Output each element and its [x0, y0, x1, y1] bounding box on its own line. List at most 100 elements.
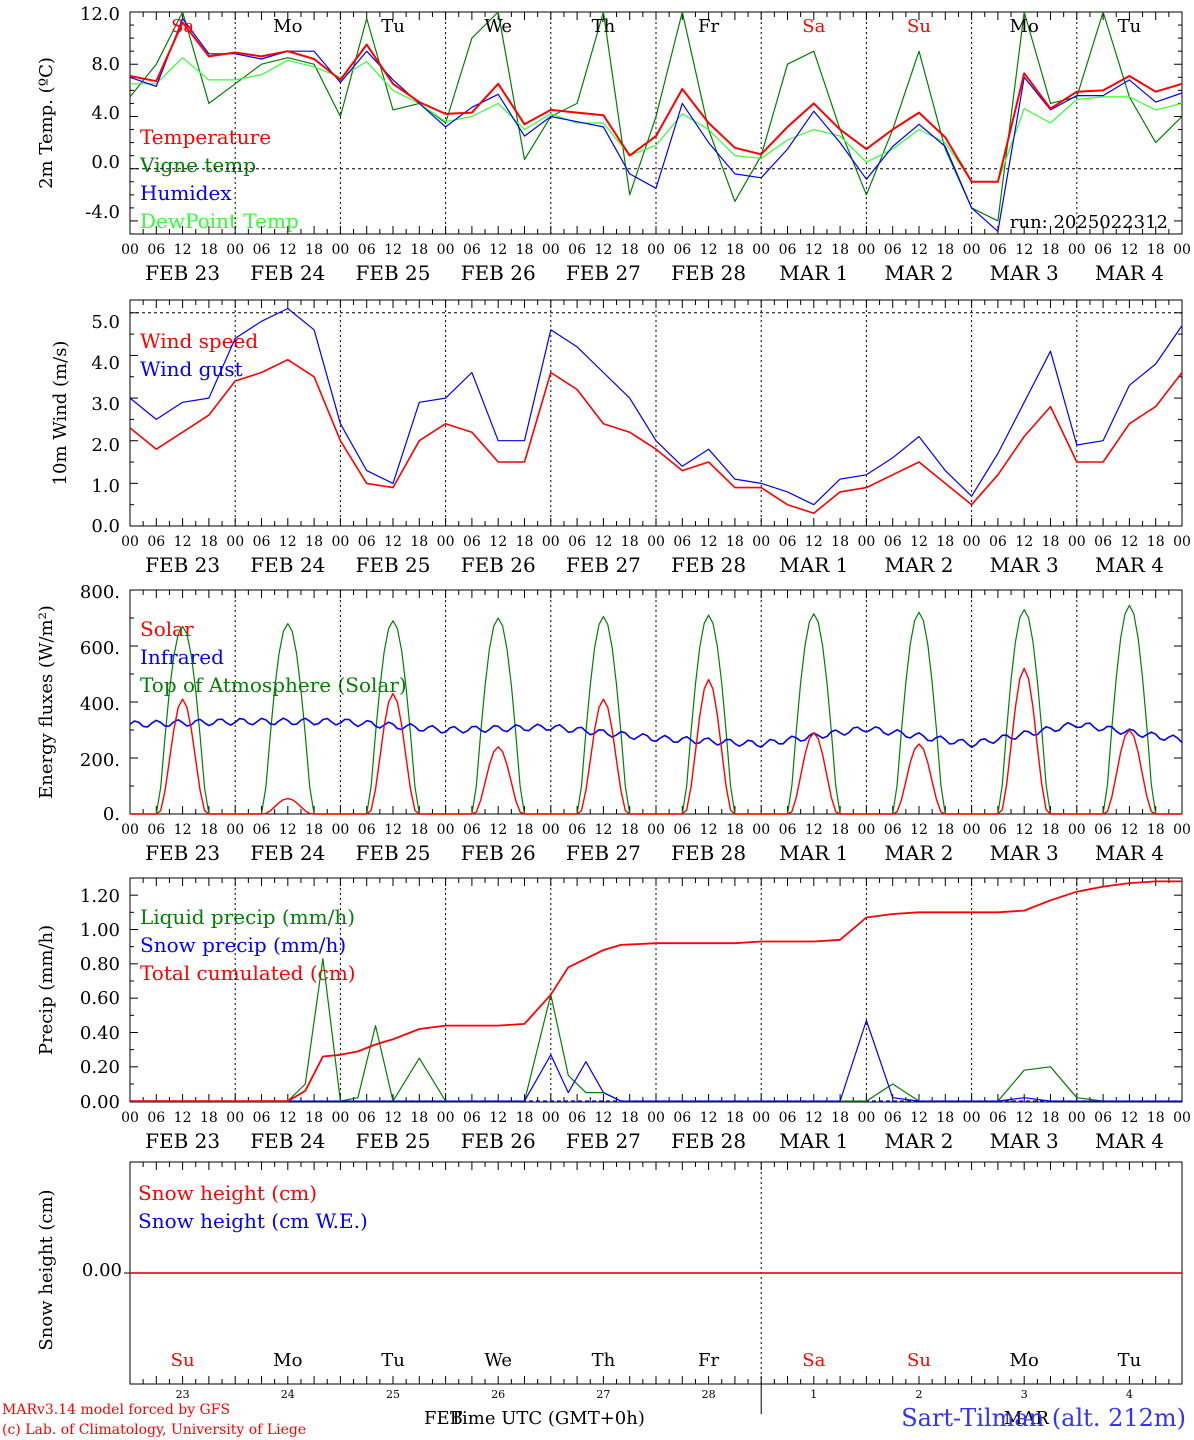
hour-tick-label: 00 — [121, 822, 139, 838]
snow-legend: Snow height (cm) Snow height (cm W.E.) — [138, 1181, 368, 1233]
wind-y-label: 10m Wind (m/s) — [50, 341, 71, 486]
legend-toa-solar: Top of Atmosphere (Solar) — [140, 673, 407, 697]
date-label: MAR 3 — [990, 553, 1059, 577]
hour-tick-label: 06 — [1094, 242, 1112, 258]
weekday-label: Sa — [802, 16, 825, 37]
hour-tick-label: 12 — [279, 242, 297, 258]
series-temperature — [129, 21, 1183, 183]
hour-tick-label: 12 — [1120, 1110, 1138, 1126]
date-label: FEB 24 — [250, 553, 325, 577]
weekday-label-bottom: Tu — [1118, 1350, 1142, 1371]
hour-tick-label: 00 — [752, 534, 770, 550]
hour-tick-label: 06 — [358, 1110, 376, 1126]
date-label: FEB 23 — [145, 1129, 220, 1153]
hour-tick-label: 18 — [305, 242, 323, 258]
day-number-label: 24 — [281, 1388, 295, 1401]
x-axis-title: Time UTC (GMT+0h) — [450, 1408, 645, 1429]
wind-y-tick-1: 1.0 — [91, 476, 120, 497]
wind-y-tick-labels: 5.0 4.0 3.0 2.0 1.0 0.0 — [91, 312, 120, 537]
hour-tick-label: 18 — [1042, 534, 1060, 550]
hour-tick-label: 00 — [226, 242, 244, 258]
date-label: FEB 28 — [671, 841, 746, 865]
hour-tick-label: 12 — [489, 242, 507, 258]
hour-tick-label: 00 — [963, 534, 981, 550]
date-label: FEB 25 — [356, 261, 431, 285]
hour-tick-label: 06 — [884, 242, 902, 258]
temperature-y-tick-0: 0.0 — [91, 152, 120, 173]
series-humidex — [129, 17, 1183, 232]
hour-tick-label: 00 — [647, 242, 665, 258]
day-number-label: 2 — [916, 1388, 923, 1401]
month-right-label: MAR — [1004, 1408, 1049, 1429]
weekday-label-bottom: Su — [171, 1350, 195, 1371]
hour-tick-label: 18 — [516, 1110, 534, 1126]
date-label: FEB 26 — [461, 841, 536, 865]
hour-tick-label: 00 — [542, 242, 560, 258]
hour-tick-label: 06 — [568, 242, 586, 258]
legend-solar: Solar — [140, 617, 194, 641]
hour-tick-label: 06 — [147, 242, 165, 258]
weekday-label: Su — [907, 16, 931, 37]
hour-tick-label: 12 — [594, 822, 612, 838]
hour-tick-label: 00 — [1173, 1110, 1191, 1126]
hour-tick-label: 18 — [410, 534, 428, 550]
date-label: FEB 24 — [250, 841, 325, 865]
precip-panel: Precip (mm/h) 1.20 1.00 0.80 0.60 0.40 0… — [36, 877, 1191, 1153]
hour-tick-label: 12 — [1120, 242, 1138, 258]
series-wind-gust — [129, 307, 1183, 506]
day-number-label: 28 — [702, 1388, 716, 1401]
hour-tick-label: 00 — [1173, 822, 1191, 838]
hour-tick-label: 00 — [857, 534, 875, 550]
hour-tick-label: 12 — [279, 534, 297, 550]
hour-tick-label: 12 — [594, 1110, 612, 1126]
temperature-y-tick-8: 8.0 — [91, 54, 120, 75]
legend-snow-height-cm: Snow height (cm) — [138, 1181, 317, 1205]
weekday-label-bottom: Th — [592, 1350, 616, 1371]
weekday-label-bottom: Sa — [802, 1350, 825, 1371]
hour-tick-label: 18 — [726, 242, 744, 258]
date-label: MAR 1 — [779, 1129, 848, 1153]
temperature-y-tick-4: 4.0 — [91, 103, 120, 124]
hour-tick-label: 18 — [516, 242, 534, 258]
hour-tick-label: 06 — [779, 534, 797, 550]
hour-tick-label: 00 — [1068, 242, 1086, 258]
hour-tick-label: 12 — [700, 1110, 718, 1126]
hour-tick-label: 00 — [857, 242, 875, 258]
hour-tick-label: 18 — [516, 822, 534, 838]
hour-tick-label: 18 — [200, 822, 218, 838]
hour-tick-label: 00 — [752, 242, 770, 258]
precip-y-tick-1.00: 1.00 — [80, 920, 120, 941]
weekday-label-bottom: Fr — [698, 1350, 719, 1371]
hour-tick-label: 12 — [1015, 242, 1033, 258]
legend-snow-precip: Snow precip (mm/h) — [140, 933, 346, 957]
hour-tick-label: 06 — [989, 242, 1007, 258]
snow-panel: Snow height (cm) 0.00 Snow height (cm) S… — [36, 1161, 1183, 1414]
lab-credit: (c) Lab. of Climatology, University of L… — [2, 1422, 306, 1438]
hour-tick-label: 06 — [989, 822, 1007, 838]
date-label: FEB 25 — [356, 553, 431, 577]
hour-tick-label: 12 — [279, 822, 297, 838]
series-total-cumulated — [130, 880, 1182, 1102]
day-number-label: 3 — [1021, 1388, 1028, 1401]
snow-y-label: Snow height (cm) — [36, 1189, 57, 1350]
precip-y-tick-1.20: 1.20 — [80, 886, 120, 907]
hour-tick-label: 18 — [410, 822, 428, 838]
hour-tick-label: 18 — [831, 822, 849, 838]
hour-tick-label: 06 — [358, 822, 376, 838]
precip-y-tick-0.60: 0.60 — [80, 988, 120, 1009]
hour-tick-label: 12 — [279, 1110, 297, 1126]
temperature-legend: Temperature Vigne temp Humidex DewPoint … — [139, 125, 299, 233]
hour-tick-label: 00 — [331, 822, 349, 838]
hour-tick-label: 06 — [463, 822, 481, 838]
hour-tick-label: 12 — [805, 242, 823, 258]
hour-tick-label: 18 — [1042, 242, 1060, 258]
series-infrared — [129, 717, 1183, 749]
hour-tick-label: 12 — [594, 242, 612, 258]
date-label: MAR 4 — [1095, 841, 1164, 865]
hour-tick-label: 12 — [805, 822, 823, 838]
series-dewpoint-temp — [130, 57, 1183, 183]
legend-wind-speed: Wind speed — [140, 329, 258, 353]
hour-tick-label: 18 — [726, 1110, 744, 1126]
date-label: FEB 24 — [250, 1129, 325, 1153]
station-name: Sart-Tilman (alt. 212m) — [901, 1404, 1186, 1432]
